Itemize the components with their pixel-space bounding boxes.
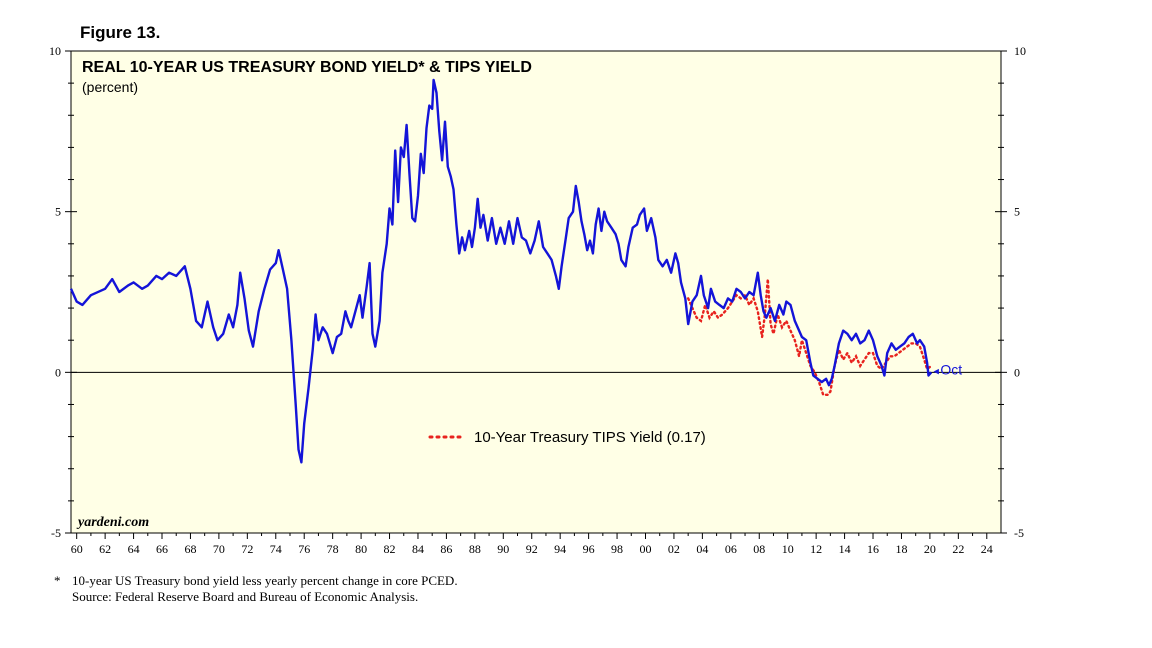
y-tick-label-right: 10 (1014, 44, 1026, 58)
x-tick-label: 12 (810, 542, 822, 556)
x-tick-label: 18 (895, 542, 907, 556)
x-tick-label: 10 (782, 542, 794, 556)
figure-label: Figure 13. (80, 23, 160, 42)
chart-title: REAL 10-YEAR US TREASURY BOND YIELD* & T… (82, 59, 532, 76)
end-label-text: Oct (940, 361, 962, 377)
x-tick-label: 16 (867, 542, 879, 556)
footnote-source: Source: Federal Reserve Board and Bureau… (72, 589, 418, 604)
y-tick-label-right: -5 (1014, 526, 1024, 540)
series-line-real-yield (69, 78, 933, 464)
x-tick-label: 66 (156, 542, 168, 556)
x-tick-label: 14 (839, 542, 851, 556)
x-tick-label: 92 (526, 542, 538, 556)
x-tick-label: 78 (327, 542, 339, 556)
x-tick-label: 22 (952, 542, 964, 556)
x-tick-label: 60 (71, 542, 83, 556)
y-tick-label-left: 5 (55, 205, 61, 219)
x-tick-label: 70 (213, 542, 225, 556)
x-tick-label: 94 (554, 542, 566, 556)
plot-area (70, 50, 1002, 534)
x-tick-label: 76 (298, 542, 310, 556)
x-tick-label: 90 (497, 542, 509, 556)
x-tick-label: 20 (924, 542, 936, 556)
x-tick-label: 88 (469, 542, 481, 556)
chart-subtitle: (percent) (82, 79, 138, 95)
x-tick-label: 00 (639, 542, 651, 556)
end-arrow-icon: ◂ (933, 365, 939, 377)
x-tick-label: 64 (128, 542, 140, 556)
end-label: ◂ Oct (933, 361, 962, 377)
legend-label-tips: 10-Year Treasury TIPS Yield (0.17) (474, 429, 706, 446)
legend: 10-Year Treasury TIPS Yield (0.17) (428, 429, 706, 446)
x-tick-label: 02 (668, 542, 680, 556)
x-axis-ticks: 60 62 64 66 68 70 72 74 76 78 80 82 84 86 88 90 92 94 96 98… (71, 533, 993, 556)
y-tick-label-left: 0 (55, 365, 61, 379)
x-tick-label: 08 (753, 542, 765, 556)
x-tick-label: 04 (696, 542, 708, 556)
x-tick-label: 98 (611, 542, 623, 556)
footnote-note: 10-year US Treasury bond yield less year… (72, 573, 458, 588)
y-tick-label-right: 5 (1014, 205, 1020, 219)
y-axis-ticks: 10 10 5 5 0 0 -5 -5 (49, 44, 1026, 540)
x-tick-label: 74 (270, 542, 282, 556)
x-tick-label: 80 (355, 542, 367, 556)
watermark: yardeni.com (76, 515, 149, 530)
x-tick-label: 24 (981, 542, 993, 556)
series-line-tips-yield (687, 279, 932, 396)
y-tick-label-right: 0 (1014, 365, 1020, 379)
x-tick-label: 82 (384, 542, 396, 556)
y-tick-label-left: -5 (51, 526, 61, 540)
x-tick-label: 06 (725, 542, 737, 556)
x-tick-label: 86 (440, 542, 452, 556)
x-tick-label: 96 (583, 542, 595, 556)
x-tick-label: 68 (184, 542, 196, 556)
footnote-marker: * (54, 573, 61, 588)
x-tick-label: 84 (412, 542, 424, 556)
y-tick-label-left: 10 (49, 44, 61, 58)
x-tick-label: 62 (99, 542, 111, 556)
x-tick-label: 72 (241, 542, 253, 556)
